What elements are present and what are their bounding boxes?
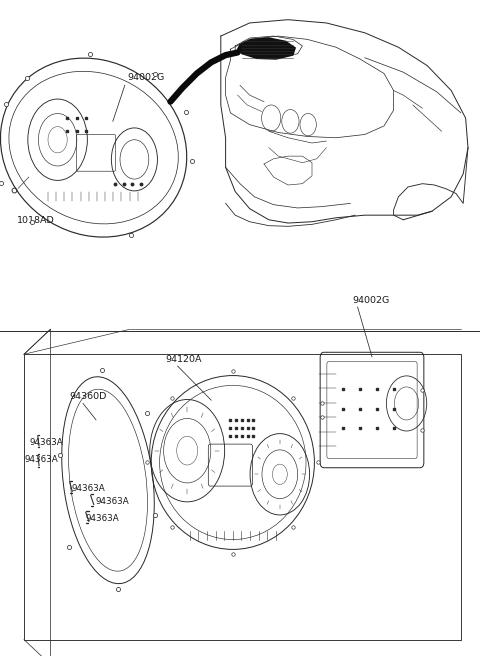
Text: 94002G: 94002G	[353, 296, 390, 305]
Text: 94002G: 94002G	[127, 73, 165, 82]
Bar	[24, 354, 461, 640]
Text: 1018AD: 1018AD	[17, 216, 55, 226]
Polygon shape	[238, 38, 295, 59]
Text: 94363A: 94363A	[95, 497, 129, 506]
Text: 94120A: 94120A	[166, 355, 202, 364]
Text: 94363A: 94363A	[30, 438, 63, 447]
Text: 94363A: 94363A	[71, 484, 105, 493]
Text: 94363A: 94363A	[25, 455, 59, 464]
Text: 94360D: 94360D	[70, 392, 107, 401]
Text: 94363A: 94363A	[85, 514, 119, 523]
